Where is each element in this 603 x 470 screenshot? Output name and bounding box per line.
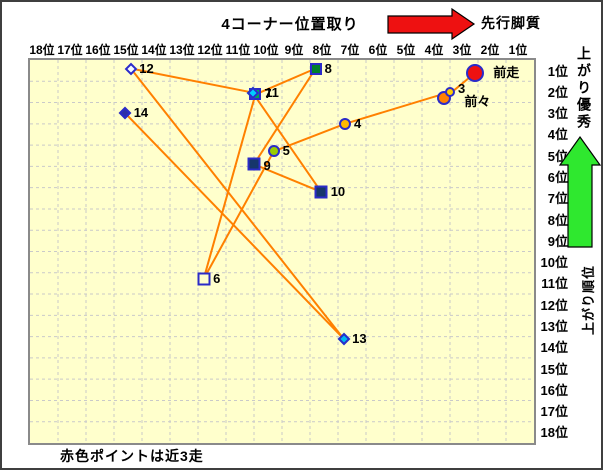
y-tick: 13位 — [540, 318, 568, 334]
x-tick: 11位 — [225, 43, 251, 57]
y-tick: 7位 — [547, 191, 568, 207]
y-axis-title: 上がり順位 — [581, 265, 596, 336]
point-label-10: 10 — [330, 183, 346, 199]
y-tick: 4位 — [547, 127, 568, 143]
up-arrow-icon — [558, 135, 601, 248]
race-sequence-line — [124, 67, 476, 340]
point-label-11: 11 — [265, 84, 279, 100]
x-tick: 8位 — [312, 43, 332, 57]
point-label-12: 12 — [139, 60, 154, 76]
x-tick: 15位 — [113, 43, 139, 57]
point-label-5: 5 — [282, 143, 290, 159]
point-label-6: 6 — [213, 271, 221, 287]
y-tick: 8位 — [547, 212, 568, 228]
x-tick: 2位 — [480, 43, 500, 57]
point-marker-前走 — [466, 63, 485, 82]
x-tick: 17位 — [57, 43, 83, 57]
x-tick: 18位 — [29, 43, 55, 57]
x-tick: 10位 — [253, 43, 279, 57]
point-label-3: 3 — [458, 80, 466, 96]
point-label-前々: 前々 — [464, 94, 491, 110]
chart-title: 4コーナー位置取り — [221, 16, 359, 33]
y-tick: 18位 — [540, 425, 568, 441]
front-runner-label: 先行脚質 — [481, 15, 541, 31]
point-label-9: 9 — [263, 158, 271, 174]
point-label-7: 7 — [264, 86, 272, 102]
x-tick: 1位 — [508, 43, 528, 57]
y-tick: 12位 — [540, 297, 568, 313]
x-tick: 3位 — [452, 43, 472, 57]
point-marker-5 — [267, 145, 280, 158]
y-tick: 11位 — [541, 276, 568, 292]
y-tick: 9位 — [547, 233, 568, 249]
up-arrow-shape — [558, 135, 601, 248]
footer-note: 赤色ポイントは近3走 — [60, 448, 204, 464]
y-tick: 15位 — [540, 361, 568, 377]
y-tick: 10位 — [540, 255, 568, 271]
point-label-4: 4 — [354, 115, 362, 131]
point-marker-3 — [445, 86, 455, 97]
x-tick: 13位 — [169, 43, 195, 57]
x-tick: 4位 — [424, 43, 444, 57]
chart-lines — [30, 60, 534, 443]
x-tick: 5位 — [396, 43, 416, 57]
point-marker-10 — [314, 185, 328, 199]
point-label-8: 8 — [324, 60, 332, 76]
y-tick: 3位 — [547, 106, 568, 122]
x-tick: 14位 — [141, 43, 167, 57]
x-tick: 16位 — [85, 43, 111, 57]
x-tick: 9位 — [284, 43, 304, 57]
point-label-前走: 前走 — [493, 64, 520, 80]
x-tick: 7位 — [340, 43, 360, 57]
point-marker-6 — [197, 272, 211, 286]
plot-area: 前走 前々 3 4 5 6 7 8 9 10 11 12 13 14 — [28, 58, 536, 445]
point-marker-9 — [247, 157, 261, 171]
forward-arrow-shape — [387, 7, 476, 41]
y-tick: 16位 — [540, 382, 568, 398]
point-label-13: 13 — [352, 330, 367, 346]
point-marker-4 — [339, 117, 351, 130]
y-tick: 14位 — [540, 340, 568, 356]
y-tick: 1位 — [547, 63, 568, 79]
x-tick: 12位 — [197, 43, 223, 57]
y-tick: 17位 — [540, 404, 568, 420]
x-tick: 6位 — [368, 43, 388, 57]
forward-arrow-icon — [387, 7, 476, 41]
point-marker-8 — [309, 62, 322, 75]
y-tick: 6位 — [547, 170, 568, 186]
point-label-14: 14 — [133, 105, 149, 121]
y-tick: 2位 — [547, 84, 568, 100]
finish-excellent-label: 上がり優秀 — [576, 46, 592, 131]
